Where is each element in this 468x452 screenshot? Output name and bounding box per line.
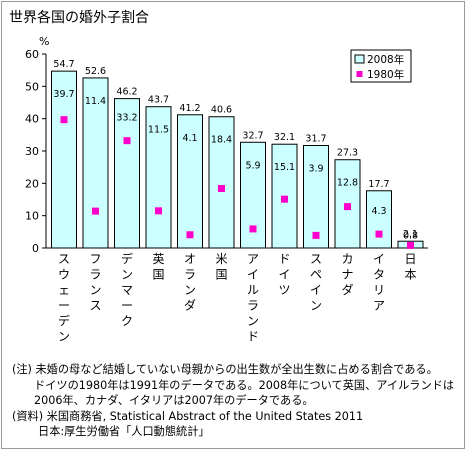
legend-swatch-1980	[356, 71, 363, 77]
data-label-2008: 43.7	[148, 95, 169, 106]
data-label-2008: 46.2	[116, 87, 137, 98]
data-label-2008: 31.7	[305, 134, 326, 145]
category-label: 米国	[215, 252, 227, 282]
marker-1980	[375, 230, 383, 238]
marker-1980	[281, 195, 288, 203]
marker-1980	[186, 231, 194, 239]
data-label-2008: 17.7	[368, 179, 389, 190]
y-tick-label: 0	[32, 242, 39, 255]
y-axis-unit: %	[39, 35, 49, 48]
bars-2008	[51, 70, 424, 249]
category-label: 日本	[404, 252, 416, 282]
legend: 2008年 1980年	[350, 49, 412, 83]
y-tick-label: 50	[25, 80, 39, 93]
data-labels-2008: 54.7 52.6 46.2 43.7 41.2 40.6 32.7 32.1 31.7 27.3…	[53, 59, 418, 240]
category-label: ドイツ	[278, 252, 290, 297]
bar-2008	[177, 114, 203, 249]
category-label: イタリア	[373, 252, 385, 313]
bar-2008	[82, 77, 109, 249]
category-label: アイルランド	[247, 252, 259, 344]
bar-2008	[114, 98, 140, 249]
chart-title: 世界各国の婚外子割合	[9, 9, 149, 26]
data-label-1980: 12.8	[337, 178, 358, 189]
category-label: スウェーデン	[58, 252, 70, 344]
source-line-2: 日本:厚生労働省「人口動態統計」	[38, 425, 210, 439]
data-label-1980: 33.2	[116, 113, 137, 124]
data-label-2008: 54.7	[53, 59, 74, 70]
category-label: スペイン	[310, 252, 322, 313]
footnotes: (注) 未婚の母など結婚していない母親からの出生数が全出生数に占める割合である。…	[12, 362, 464, 440]
bar-2008	[303, 145, 329, 249]
marker-1980	[155, 207, 162, 215]
category-label: カナダ	[341, 252, 353, 297]
y-tick-label: 40	[25, 113, 39, 126]
axes: 0 10 20 30 40 50 60	[25, 48, 428, 255]
note-line-1: (注) 未婚の母など結婚していない母親からの出生数が全出生数に占める割合である。	[12, 363, 438, 376]
legend-swatch-2008	[354, 54, 365, 64]
data-label-1980: 11.4	[85, 96, 106, 107]
data-label-1980: 5.9	[245, 160, 260, 171]
y-tick-label: 30	[25, 145, 39, 158]
y-tick-label: 20	[25, 177, 39, 190]
data-label-2008: 52.6	[85, 66, 106, 77]
data-label-1980: 4.1	[182, 133, 197, 144]
data-label-2008: 2.1	[403, 229, 418, 240]
marker-1980	[123, 137, 131, 145]
data-label-2008: 41.2	[179, 103, 200, 114]
note-line-2: ドイツの1980年は1991年のデータである。2008年について英国、アイルラン…	[34, 378, 455, 392]
markers-1980	[60, 116, 414, 249]
data-label-2008: 27.3	[337, 148, 358, 159]
bar-2008	[145, 106, 172, 249]
marker-1980	[218, 185, 225, 193]
data-label-2008: 32.7	[242, 130, 263, 141]
data-label-2008: 32.1	[274, 132, 295, 143]
marker-1980	[312, 231, 320, 239]
data-label-1980: 15.1	[274, 162, 295, 173]
bar-2008	[208, 116, 235, 249]
y-tick-label: 60	[25, 48, 39, 61]
note-line-3: 2006年、カナダ、イタリアは2007年のデータである。	[34, 394, 314, 408]
bar-2008	[366, 190, 392, 249]
data-label-1980: 0.8	[403, 230, 418, 241]
data-label-1980: 3.9	[308, 164, 323, 175]
legend-label-2008: 2008年	[367, 53, 404, 66]
marker-1980	[407, 241, 414, 249]
y-tick-label: 10	[25, 210, 39, 223]
marker-1980	[249, 225, 257, 233]
category-label: フランス	[89, 252, 101, 313]
bar-2008	[51, 70, 77, 249]
category-label: 英国	[152, 252, 164, 282]
category-labels: スウェーデン フランス デンマーク 英国 オランダ 米国 アイルランド ドイツ スペイン カナダ イ…	[58, 251, 417, 344]
data-label-1980: 4.3	[371, 206, 386, 217]
data-label-1980: 39.7	[53, 89, 74, 100]
data-label-2008: 40.6	[211, 105, 232, 116]
category-label: デンマーク	[121, 251, 133, 328]
data-labels-1980: 39.7 11.4 33.2 11.5 4.1 18.4 5.9 15.1 3.9 12.8 4.3…	[53, 89, 418, 241]
source-line-1: (資料) 米国商務省, Statistical Abstract of the …	[12, 409, 364, 423]
data-label-1980: 11.5	[148, 125, 169, 136]
legend-label-1980: 1980年	[367, 68, 404, 81]
marker-1980	[344, 203, 351, 211]
category-label: オランダ	[184, 252, 196, 313]
marker-1980	[60, 116, 68, 124]
marker-1980	[92, 207, 99, 215]
data-label-1980: 18.4	[211, 135, 232, 146]
